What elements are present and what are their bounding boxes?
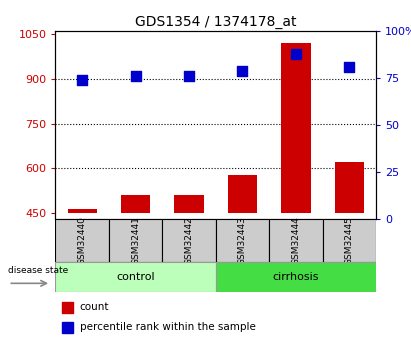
Bar <box>228 175 257 213</box>
Bar <box>67 209 97 213</box>
Point <box>239 68 246 73</box>
Bar <box>109 219 162 262</box>
Text: disease state: disease state <box>8 266 69 275</box>
Bar <box>323 219 376 262</box>
Point <box>346 64 353 70</box>
Bar <box>55 219 109 262</box>
Text: GSM32441: GSM32441 <box>131 216 140 265</box>
Text: GSM32444: GSM32444 <box>291 216 300 265</box>
Bar <box>216 262 376 292</box>
Bar <box>162 219 216 262</box>
Text: GSM32443: GSM32443 <box>238 216 247 265</box>
Text: control: control <box>116 272 155 282</box>
Point <box>186 73 192 79</box>
Bar <box>269 219 323 262</box>
Bar <box>55 262 216 292</box>
Title: GDS1354 / 1374178_at: GDS1354 / 1374178_at <box>135 14 296 29</box>
Bar <box>62 322 73 333</box>
Point <box>79 77 85 83</box>
Point <box>132 73 139 79</box>
Text: GSM32442: GSM32442 <box>185 216 194 265</box>
Bar <box>335 162 364 213</box>
Text: cirrhosis: cirrhosis <box>272 272 319 282</box>
Text: GSM32445: GSM32445 <box>345 216 354 265</box>
Text: percentile rank within the sample: percentile rank within the sample <box>80 322 255 332</box>
Point <box>293 51 299 56</box>
Bar <box>121 195 150 213</box>
Bar <box>281 43 311 213</box>
Bar <box>216 219 269 262</box>
Bar <box>62 302 73 313</box>
Text: count: count <box>80 302 109 312</box>
Text: GSM32440: GSM32440 <box>78 216 87 265</box>
Bar <box>174 195 204 213</box>
